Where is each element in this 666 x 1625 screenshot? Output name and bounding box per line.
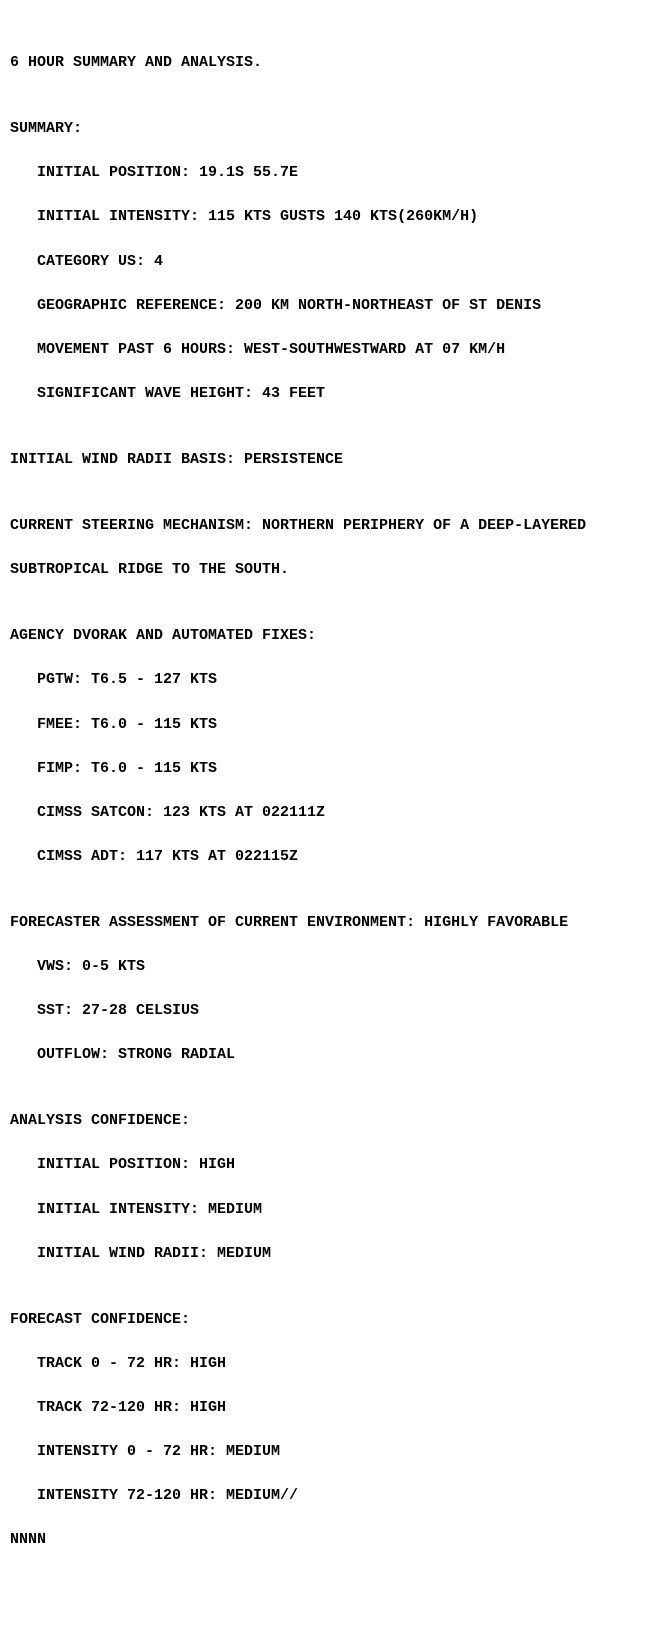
terminator: NNNN — [10, 1529, 656, 1551]
summary-category: CATEGORY US: 4 — [10, 251, 656, 273]
dvorak-adt: CIMSS ADT: 117 KTS AT 022115Z — [10, 846, 656, 868]
analysis-conf-intensity: INITIAL INTENSITY: MEDIUM — [10, 1199, 656, 1221]
summary-geo-ref: GEOGRAPHIC REFERENCE: 200 KM NORTH-NORTH… — [10, 295, 656, 317]
header-line: 6 HOUR SUMMARY AND ANALYSIS. — [10, 52, 656, 74]
env-sst: SST: 27-28 CELSIUS — [10, 1000, 656, 1022]
dvorak-fmee: FMEE: T6.0 - 115 KTS — [10, 714, 656, 736]
forecast-conf-track-72-120: TRACK 72-120 HR: HIGH — [10, 1397, 656, 1419]
analysis-conf-title: ANALYSIS CONFIDENCE: — [10, 1110, 656, 1132]
summary-title: SUMMARY: — [10, 118, 656, 140]
env-title: FORECASTER ASSESSMENT OF CURRENT ENVIRON… — [10, 912, 656, 934]
forecast-conf-track-0-72: TRACK 0 - 72 HR: HIGH — [10, 1353, 656, 1375]
env-outflow: OUTFLOW: STRONG RADIAL — [10, 1044, 656, 1066]
summary-movement: MOVEMENT PAST 6 HOURS: WEST-SOUTHWESTWAR… — [10, 339, 656, 361]
steering-line-1: CURRENT STEERING MECHANISM: NORTHERN PER… — [10, 515, 656, 537]
analysis-conf-radii: INITIAL WIND RADII: MEDIUM — [10, 1243, 656, 1265]
analysis-conf-position: INITIAL POSITION: HIGH — [10, 1154, 656, 1176]
summary-wave-height: SIGNIFICANT WAVE HEIGHT: 43 FEET — [10, 383, 656, 405]
steering-line-2: SUBTROPICAL RIDGE TO THE SOUTH. — [10, 559, 656, 581]
forecast-conf-title: FORECAST CONFIDENCE: — [10, 1309, 656, 1331]
dvorak-pgtw: PGTW: T6.5 - 127 KTS — [10, 669, 656, 691]
summary-initial-intensity: INITIAL INTENSITY: 115 KTS GUSTS 140 KTS… — [10, 206, 656, 228]
summary-initial-position: INITIAL POSITION: 19.1S 55.7E — [10, 162, 656, 184]
dvorak-title: AGENCY DVORAK AND AUTOMATED FIXES: — [10, 625, 656, 647]
dvorak-satcon: CIMSS SATCON: 123 KTS AT 022111Z — [10, 802, 656, 824]
forecast-conf-int-0-72: INTENSITY 0 - 72 HR: MEDIUM — [10, 1441, 656, 1463]
forecast-conf-int-72-120: INTENSITY 72-120 HR: MEDIUM// — [10, 1485, 656, 1507]
env-vws: VWS: 0-5 KTS — [10, 956, 656, 978]
dvorak-fimp: FIMP: T6.0 - 115 KTS — [10, 758, 656, 780]
wind-radii-basis: INITIAL WIND RADII BASIS: PERSISTENCE — [10, 449, 656, 471]
